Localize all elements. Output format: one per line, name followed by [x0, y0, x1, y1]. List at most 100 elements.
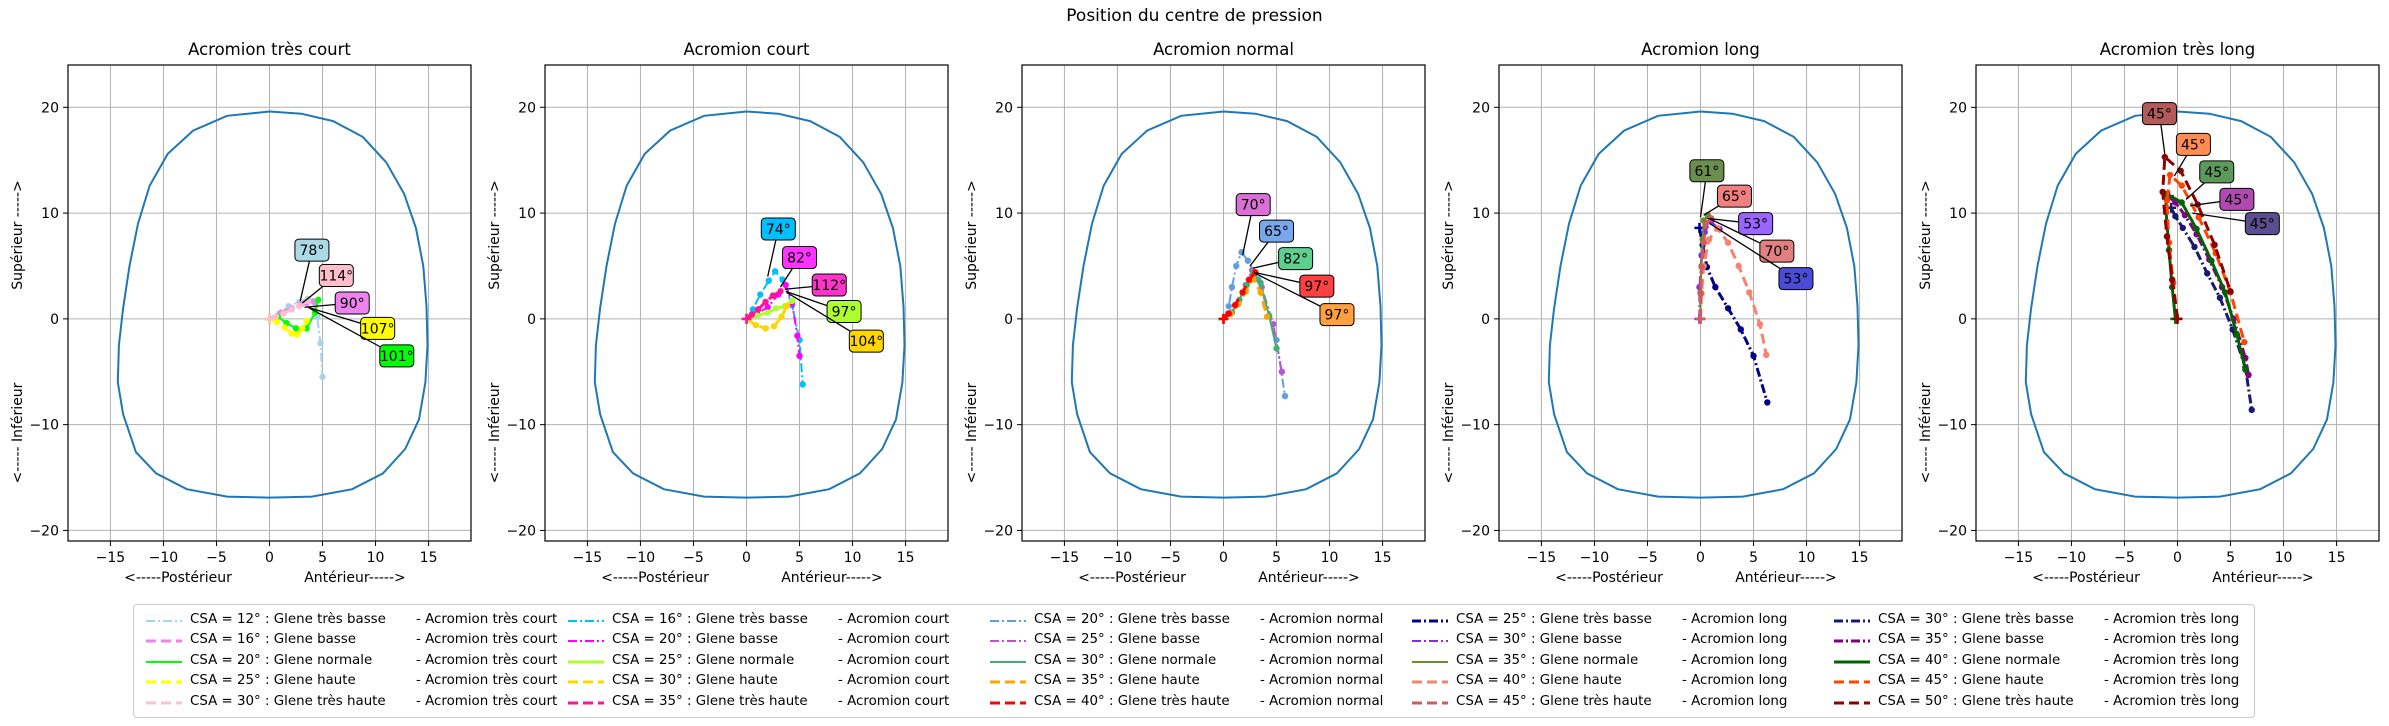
data-point [1246, 277, 1252, 283]
x-tick-label: −15 [573, 550, 603, 566]
annotation-label: 97° [832, 304, 857, 320]
legend-label: CSA = 35° : Glene basse [1878, 632, 2044, 647]
x-tick-label: 5 [795, 550, 804, 566]
annotation-label: 53° [1784, 272, 1809, 288]
data-point [2217, 295, 2223, 301]
data-point [1239, 289, 1245, 295]
subplot-title: Acromion très court [188, 40, 351, 59]
annotation-label: 90° [340, 296, 365, 312]
data-point [789, 298, 795, 304]
y-axis-label-bottom: <----- Inférieur [964, 382, 980, 483]
data-point [1706, 236, 1712, 242]
data-point [770, 292, 776, 298]
x-tick-label: 15 [2328, 550, 2346, 566]
x-tick-label: −10 [2057, 550, 2087, 566]
subplot-title: Acromion court [684, 40, 810, 59]
data-point [1229, 284, 1235, 290]
data-point [2193, 226, 2199, 232]
x-tick-label: 15 [897, 550, 915, 566]
data-point [1282, 393, 1288, 399]
x-tick-label: −5 [206, 550, 227, 566]
legend-swatch [142, 613, 184, 629]
data-point [296, 303, 302, 309]
legend-swatch [142, 674, 184, 690]
y-tick-label: 20 [41, 100, 59, 116]
data-point [1233, 263, 1239, 269]
y-tick-label: 10 [995, 206, 1013, 222]
legend-swatch [564, 674, 606, 690]
data-point [755, 306, 761, 312]
x-axis-label-left: <-----Postérieur [1078, 570, 1186, 586]
x-tick-label: 0 [1696, 550, 1705, 566]
data-point [1725, 240, 1731, 246]
data-point [2164, 233, 2170, 239]
y-tick-label: −20 [983, 523, 1013, 539]
legend-swatch [1830, 674, 1872, 690]
y-tick-label: 0 [50, 312, 59, 328]
data-point [1750, 353, 1756, 359]
legend-suffix: - Acromion long [1682, 694, 1787, 709]
data-point [293, 325, 299, 331]
x-tick-label: 15 [1374, 550, 1392, 566]
data-point [1763, 352, 1769, 358]
annotation-label: 82° [787, 251, 812, 267]
legend-suffix: - Acromion très long [2104, 653, 2239, 668]
legend-suffix: - Acromion normal [1260, 673, 1383, 688]
legend-suffix: - Acromion très court [416, 612, 557, 627]
data-point [2169, 277, 2175, 283]
legend-suffix: - Acromion très long [2104, 632, 2239, 647]
annotation-label: 45° [2147, 107, 2172, 123]
legend-label: CSA = 40° : Glene normale [1878, 653, 2060, 668]
legend-label: CSA = 20° : Glene normale [190, 653, 372, 668]
legend-label: CSA = 25° : Glene normale [612, 653, 794, 668]
legend-swatch [564, 633, 606, 649]
legend-swatch [986, 654, 1028, 670]
y-tick-label: −20 [29, 523, 59, 539]
legend-suffix: - Acromion normal [1260, 612, 1383, 627]
legend-suffix: - Acromion long [1682, 632, 1787, 647]
x-tick-label: −10 [1103, 550, 1133, 566]
data-point [772, 268, 778, 274]
legend-label: CSA = 30° : Glene très haute [190, 694, 386, 709]
data-point [771, 323, 777, 329]
x-tick-label: 15 [420, 550, 438, 566]
legend-suffix: - Acromion long [1682, 673, 1787, 688]
y-tick-label: 10 [518, 206, 536, 222]
data-point [784, 303, 790, 309]
data-point [2167, 172, 2173, 178]
x-tick-label: 10 [367, 550, 385, 566]
subplot-4: 61°65°53°70°53°−15 −10 −5 0 5 10 15−20−1001020… [1441, 40, 1902, 586]
y-axis-label-top: Supérieur -----> [964, 180, 980, 290]
x-tick-label: −10 [149, 550, 179, 566]
start-marker [1696, 314, 1706, 324]
y-tick-label: −20 [1460, 523, 1490, 539]
data-point [1725, 305, 1731, 311]
legend-suffix: - Acromion long [1682, 653, 1787, 668]
legend-swatch [564, 654, 606, 670]
legend-swatch [986, 674, 1028, 690]
data-point [294, 332, 300, 338]
y-tick-label: 20 [518, 100, 536, 116]
y-tick-label: 0 [527, 312, 536, 328]
data-point [274, 319, 280, 325]
x-tick-label: −10 [626, 550, 656, 566]
y-axis-label-bottom: <----- Inférieur [10, 382, 26, 483]
subplot-1: 78°114°90°107°101°−15 −10 −5 0 5 10 15−20−1001… [10, 40, 471, 586]
data-point [2204, 270, 2210, 276]
legend-label: CSA = 35° : Glene normale [1456, 653, 1638, 668]
data-point [273, 314, 279, 320]
legend-label: CSA = 45° : Glene haute [1878, 673, 2044, 688]
legend-suffix: - Acromion normal [1260, 632, 1383, 647]
x-tick-label: 0 [742, 550, 751, 566]
data-point [794, 333, 800, 339]
y-axis-label-bottom: <----- Inférieur [1918, 382, 1934, 483]
x-tick-label: 10 [2275, 550, 2293, 566]
subplot-title: Acromion normal [1153, 40, 1294, 59]
legend-label: CSA = 40° : Glene haute [1456, 673, 1622, 688]
data-point [1764, 399, 1770, 405]
legend-suffix: - Acromion très court [416, 694, 557, 709]
legend-suffix: - Acromion court [838, 653, 949, 668]
annotation-label: 97° [1325, 308, 1350, 324]
data-point [2241, 339, 2247, 345]
annotation-label: 107° [361, 321, 395, 337]
